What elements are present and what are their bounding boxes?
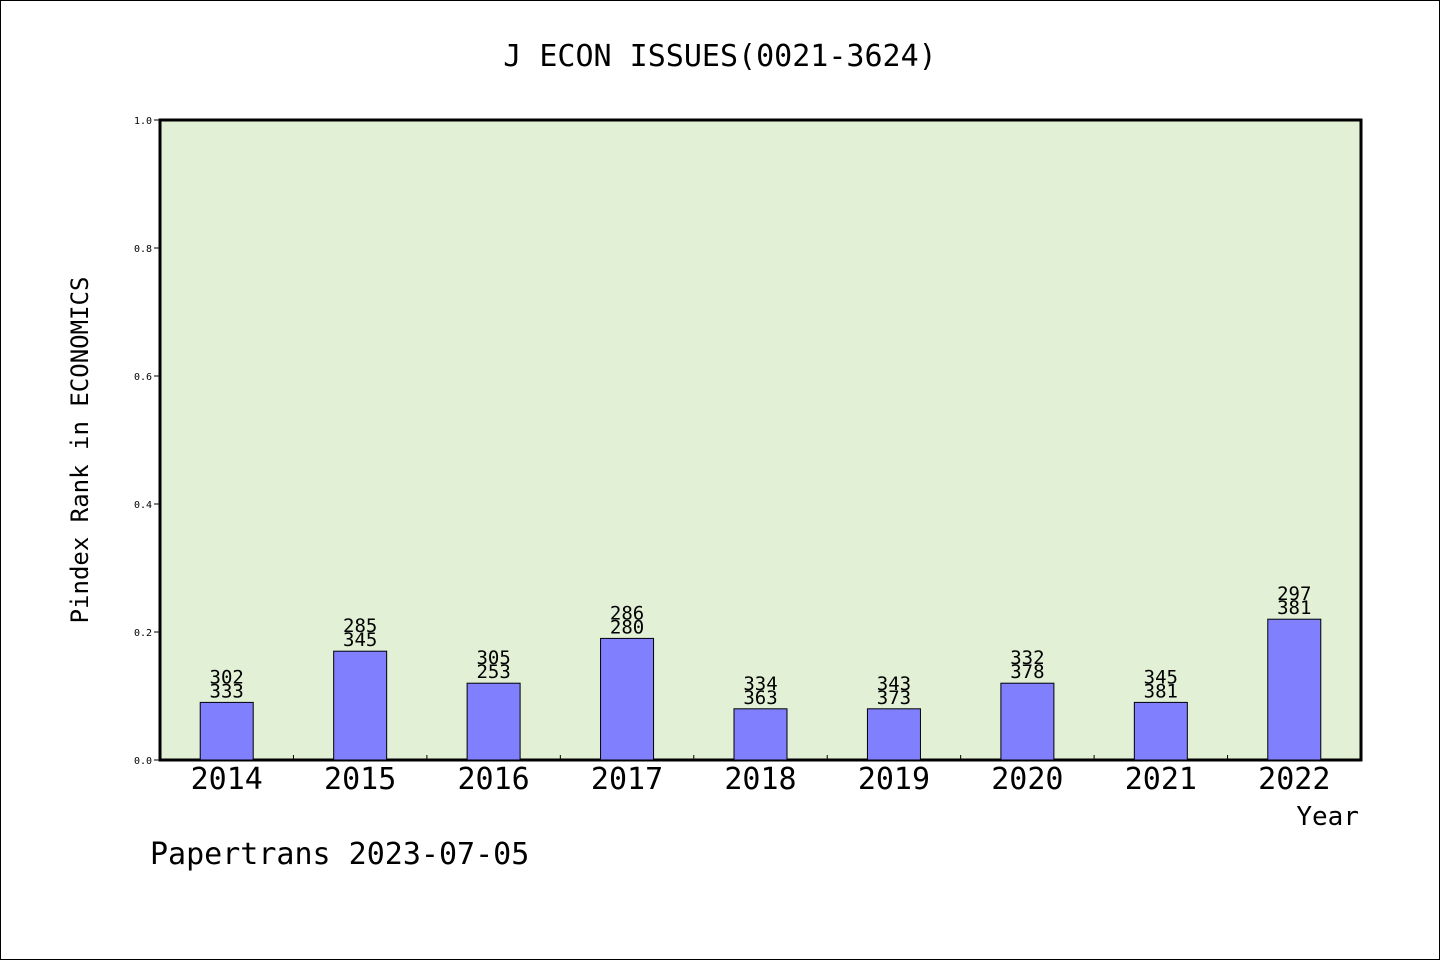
bar-2021 — [1133, 701, 1188, 761]
footer-credit: Papertrans 2023-07-05 — [150, 837, 529, 872]
bar-2014 — [199, 701, 254, 761]
bar-label-top: 345 — [1144, 666, 1178, 688]
bar-label-top: 305 — [476, 647, 510, 669]
bar-label-top: 334 — [743, 673, 777, 695]
y-tick-label: 1.0 — [134, 116, 152, 127]
bar-label-top: 343 — [877, 673, 911, 695]
x-tick-label: 2014 — [191, 762, 263, 797]
x-tick-label: 2020 — [991, 762, 1063, 797]
bar-2017 — [600, 637, 655, 761]
bar-label-bottom: 333 — [210, 680, 244, 702]
y-tick-label: 0.4 — [134, 500, 152, 511]
bars-group: 3023332853453052532862803343633433733323… — [199, 583, 1322, 761]
bar-2015 — [333, 650, 388, 761]
x-tick-label: 2022 — [1258, 762, 1330, 797]
y-axis-label: Pindex Rank in ECONOMICS — [66, 277, 94, 624]
x-tick-label: 2021 — [1125, 762, 1197, 797]
bar-2022 — [1267, 618, 1322, 761]
bar-label-top: 302 — [210, 666, 244, 688]
y-tick-label: 0.8 — [134, 244, 152, 255]
x-tick-label: 2019 — [858, 762, 930, 797]
x-tick-label: 2015 — [324, 762, 396, 797]
x-axis: 2014 2015 2016 2017 2018 2019 2020 2021 2022 — [191, 755, 1330, 797]
bar-label-bottom: 381 — [1277, 597, 1311, 619]
x-tick-label: 2016 — [457, 762, 529, 797]
bar-label-top: 286 — [610, 602, 644, 624]
y-tick-label: 0.0 — [134, 756, 152, 767]
x-tick-label: 2017 — [591, 762, 663, 797]
y-axis: 0.0 0.2 0.4 0.6 0.8 1.0 — [134, 116, 160, 767]
chart-title: J ECON ISSUES(0021-3624) — [503, 39, 936, 74]
bar-2020 — [1000, 682, 1055, 761]
bar-label-top: 297 — [1277, 583, 1311, 605]
y-tick-label: 0.2 — [134, 628, 152, 639]
bar-label-top: 285 — [343, 615, 377, 637]
bar-label-bottom: 345 — [343, 629, 377, 651]
x-axis-label: Year — [1296, 802, 1359, 832]
x-tick-label: 2018 — [724, 762, 796, 797]
bar-2016 — [466, 682, 521, 761]
bar-label-bottom: 373 — [877, 687, 911, 709]
bar-label-bottom: 381 — [1144, 680, 1178, 702]
bar-label-top: 332 — [1010, 647, 1044, 669]
y-tick-label: 0.6 — [134, 372, 152, 383]
bar-label-bottom: 253 — [476, 661, 510, 683]
bar-label-bottom: 378 — [1010, 661, 1044, 683]
bar-2019 — [866, 708, 921, 761]
bar-label-bottom: 363 — [743, 687, 777, 709]
bar-2018 — [733, 708, 788, 761]
bar-label-bottom: 280 — [610, 616, 644, 638]
